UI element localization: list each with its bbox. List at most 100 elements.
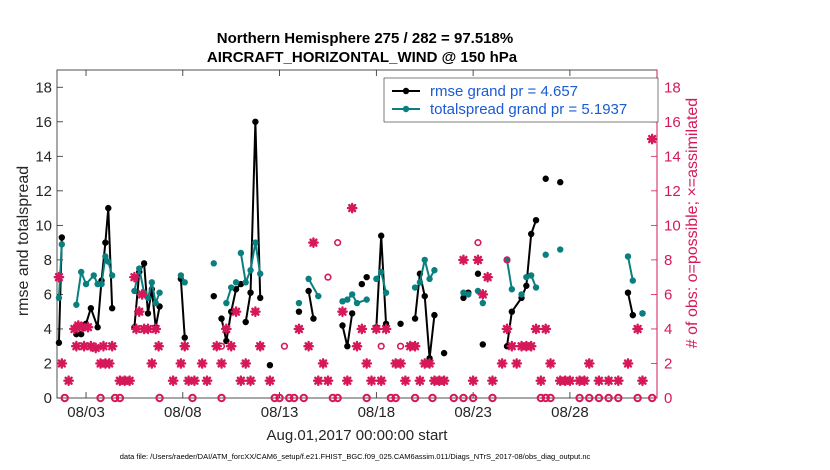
totalspread-point — [629, 277, 637, 284]
x-tick-label: 08/13 — [261, 404, 299, 421]
obs-possible-marker — [334, 239, 342, 247]
x-tick-label: 08/23 — [454, 404, 492, 421]
obs-assimilated-marker — [370, 323, 382, 335]
rmse-point — [479, 341, 487, 348]
totalspread-point — [232, 279, 240, 286]
totalspread-point — [479, 299, 487, 307]
totalspread-point — [136, 265, 143, 272]
rmse-line-segment — [307, 290, 315, 319]
x-tick-label: 08/18 — [358, 404, 396, 421]
totalspread-point — [210, 260, 217, 267]
totalspread-point — [152, 299, 159, 307]
rmse-point — [532, 216, 540, 224]
data-file-footer: data file: /Users/raeder/DAI/ATM_forcXX/… — [120, 452, 591, 461]
obs-possible-marker — [324, 273, 332, 281]
obs-assimilated-marker — [53, 271, 65, 283]
obs-zero-marker — [328, 393, 338, 403]
totalspread-point — [639, 310, 646, 317]
totalspread-point — [105, 258, 112, 265]
obs-zero-marker — [60, 393, 69, 403]
obs-assimilated-marker — [603, 375, 615, 387]
rmse-point — [508, 308, 516, 315]
obs-assimilated-marker — [78, 340, 90, 352]
rmse-point — [421, 292, 428, 300]
totalspread-point — [518, 291, 525, 298]
obs-assimilated-marker — [146, 358, 158, 369]
rmse-line-segment — [626, 292, 634, 316]
legend-rmse-marker — [402, 87, 410, 95]
obs-assimilated-marker — [85, 340, 97, 352]
obs-zero-marker — [155, 393, 164, 403]
totalspread-point — [363, 296, 370, 303]
obs-zero-marker — [289, 393, 299, 403]
y-tick-label-left: 0 — [44, 390, 52, 407]
rmse-point — [397, 320, 404, 327]
legend-spread-label: totalspread grand pr = 5.1937 — [430, 101, 627, 118]
obs-assimilated-marker — [225, 340, 237, 352]
obs-possible-marker — [256, 342, 264, 350]
obs-assimilated-marker — [545, 358, 556, 369]
rmse-line-segment — [244, 120, 262, 323]
rmse-point — [58, 234, 66, 241]
totalspread-point — [82, 280, 90, 288]
obs-assimilated-marker — [525, 340, 537, 352]
rmse-point — [266, 362, 274, 369]
obs-assimilated-marker — [322, 375, 334, 387]
obs-assimilated-marker — [175, 358, 187, 369]
obs-assimilated-marker — [189, 375, 200, 387]
rmse-point — [105, 204, 112, 212]
totalspread-point — [227, 284, 235, 291]
obs-assimilated-marker — [201, 375, 213, 387]
rmse-point — [557, 179, 564, 186]
totalspread-point — [532, 284, 540, 291]
obs-zero-marker — [604, 393, 613, 403]
rmse-point — [629, 311, 637, 319]
totalspread-line-segment — [57, 244, 63, 298]
totalspread-point — [131, 287, 138, 295]
obs-assimilated-marker — [98, 340, 109, 352]
totalspread-point — [144, 294, 152, 302]
rmse-point — [242, 318, 249, 326]
obs-assimilated-marker — [153, 340, 165, 352]
totalspread-point — [98, 280, 105, 288]
x-tick-label: 08/28 — [551, 404, 589, 421]
obs-zero-marker — [546, 393, 555, 403]
rmse-point — [624, 289, 632, 296]
obs-zero-marker — [386, 393, 396, 403]
obs-assimilated-marker — [535, 375, 547, 387]
y-tick-label-left: 4 — [44, 321, 52, 338]
rmse-point — [527, 230, 535, 238]
obs-assimilated-marker — [477, 289, 489, 300]
legend-box — [383, 77, 659, 123]
totalspread-point — [542, 251, 549, 258]
obs-assimilated-marker — [76, 321, 88, 333]
obs-zero-marker — [536, 393, 546, 403]
rmse-point — [257, 294, 264, 302]
obs-zero-marker — [428, 393, 437, 403]
obs-assimilated-marker — [183, 375, 195, 387]
y-tick-label-right: 2 — [664, 355, 672, 372]
x-tick-label: 08/08 — [164, 404, 202, 421]
obs-assimilated-marker — [106, 340, 118, 352]
obs-zero-marker — [115, 393, 125, 403]
chart-title-line2: AIRCRAFT_HORIZONTAL_WIND @ 150 hPa — [207, 49, 518, 66]
obs-assimilated-marker — [124, 375, 135, 387]
x-axis-label: Aug.01,2017 00:00:00 start — [267, 427, 449, 444]
totalspread-point — [348, 291, 356, 298]
obs-zero-marker — [488, 393, 497, 403]
rmse-point — [474, 270, 482, 277]
obs-assimilated-marker — [142, 323, 154, 335]
obs-assimilated-marker — [235, 375, 247, 387]
y-axis-label-right: # of obs: o=possible; ×=assimilated — [684, 98, 701, 348]
rmse-point — [102, 239, 109, 246]
totalspread-point — [181, 279, 188, 286]
obs-possible-marker — [217, 342, 226, 350]
obs-assimilated-marker — [424, 358, 435, 369]
rmse-point — [344, 343, 351, 350]
totalspread-point — [624, 253, 632, 260]
rmse-point — [295, 308, 303, 315]
obs-assimilated-marker — [90, 342, 102, 354]
obs-assimilated-marker — [220, 323, 232, 335]
y-tick-label-right: 16 — [664, 114, 681, 131]
obs-assimilated-marker — [103, 358, 115, 369]
